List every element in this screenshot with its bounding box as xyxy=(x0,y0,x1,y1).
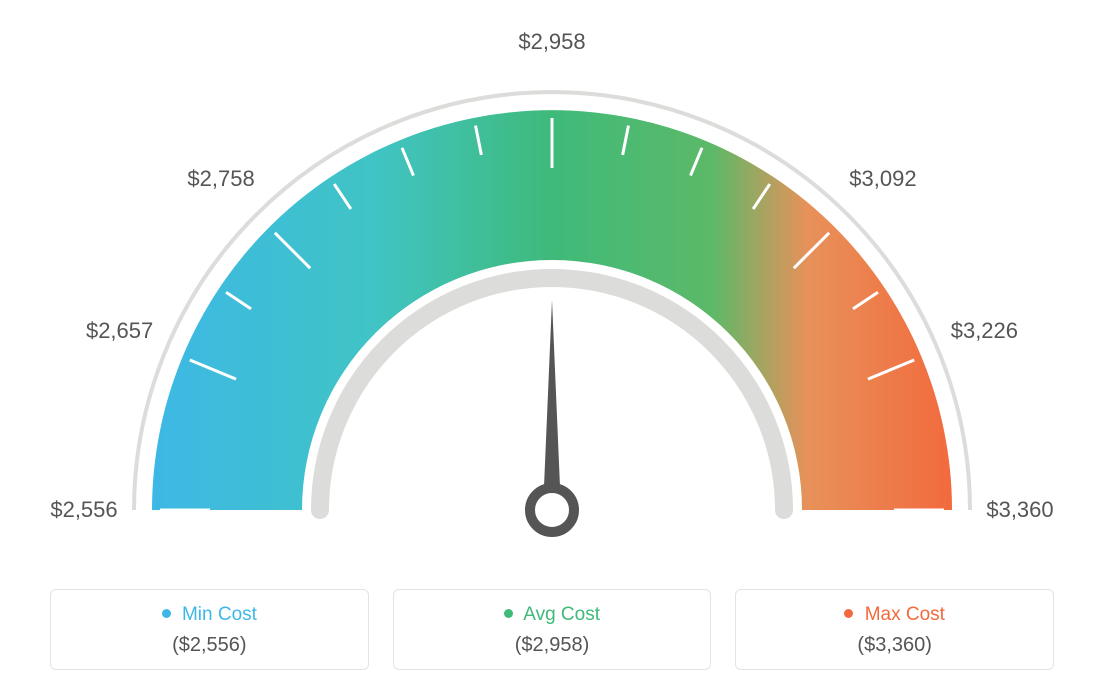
max-cost-title: Max Cost xyxy=(746,604,1043,626)
gauge-chart: $2,556 $2,657 $2,758 $2,958 $3,092 $3,226 $3,3… xyxy=(0,0,1104,560)
min-cost-value: ($2,556) xyxy=(61,634,358,657)
min-cost-card: Min Cost ($2,556) xyxy=(50,589,369,670)
gauge-tick-label: $2,556 xyxy=(50,497,117,523)
avg-cost-value: ($2,958) xyxy=(404,634,701,657)
gauge-tick-label: $2,958 xyxy=(518,29,585,55)
avg-cost-label: Avg Cost xyxy=(523,604,600,625)
min-cost-title: Min Cost xyxy=(61,604,358,626)
gauge-tick-label: $3,226 xyxy=(951,318,1018,344)
cost-gauge-widget: $2,556 $2,657 $2,758 $2,958 $3,092 $3,226 $3,3… xyxy=(0,0,1104,690)
gauge-tick-label: $3,360 xyxy=(986,497,1053,523)
min-dot-icon xyxy=(162,609,171,618)
max-dot-icon xyxy=(844,609,853,618)
max-cost-card: Max Cost ($3,360) xyxy=(735,589,1054,670)
avg-cost-card: Avg Cost ($2,958) xyxy=(393,589,712,670)
gauge-tick-label: $2,758 xyxy=(187,166,254,192)
gauge-tick-label: $2,657 xyxy=(86,318,153,344)
avg-cost-title: Avg Cost xyxy=(404,604,701,626)
max-cost-value: ($3,360) xyxy=(746,634,1043,657)
avg-dot-icon xyxy=(504,609,513,618)
min-cost-label: Min Cost xyxy=(182,604,257,625)
max-cost-label: Max Cost xyxy=(865,604,945,625)
gauge-tick-label: $3,092 xyxy=(849,166,916,192)
summary-cards: Min Cost ($2,556) Avg Cost ($2,958) Max … xyxy=(50,589,1054,670)
